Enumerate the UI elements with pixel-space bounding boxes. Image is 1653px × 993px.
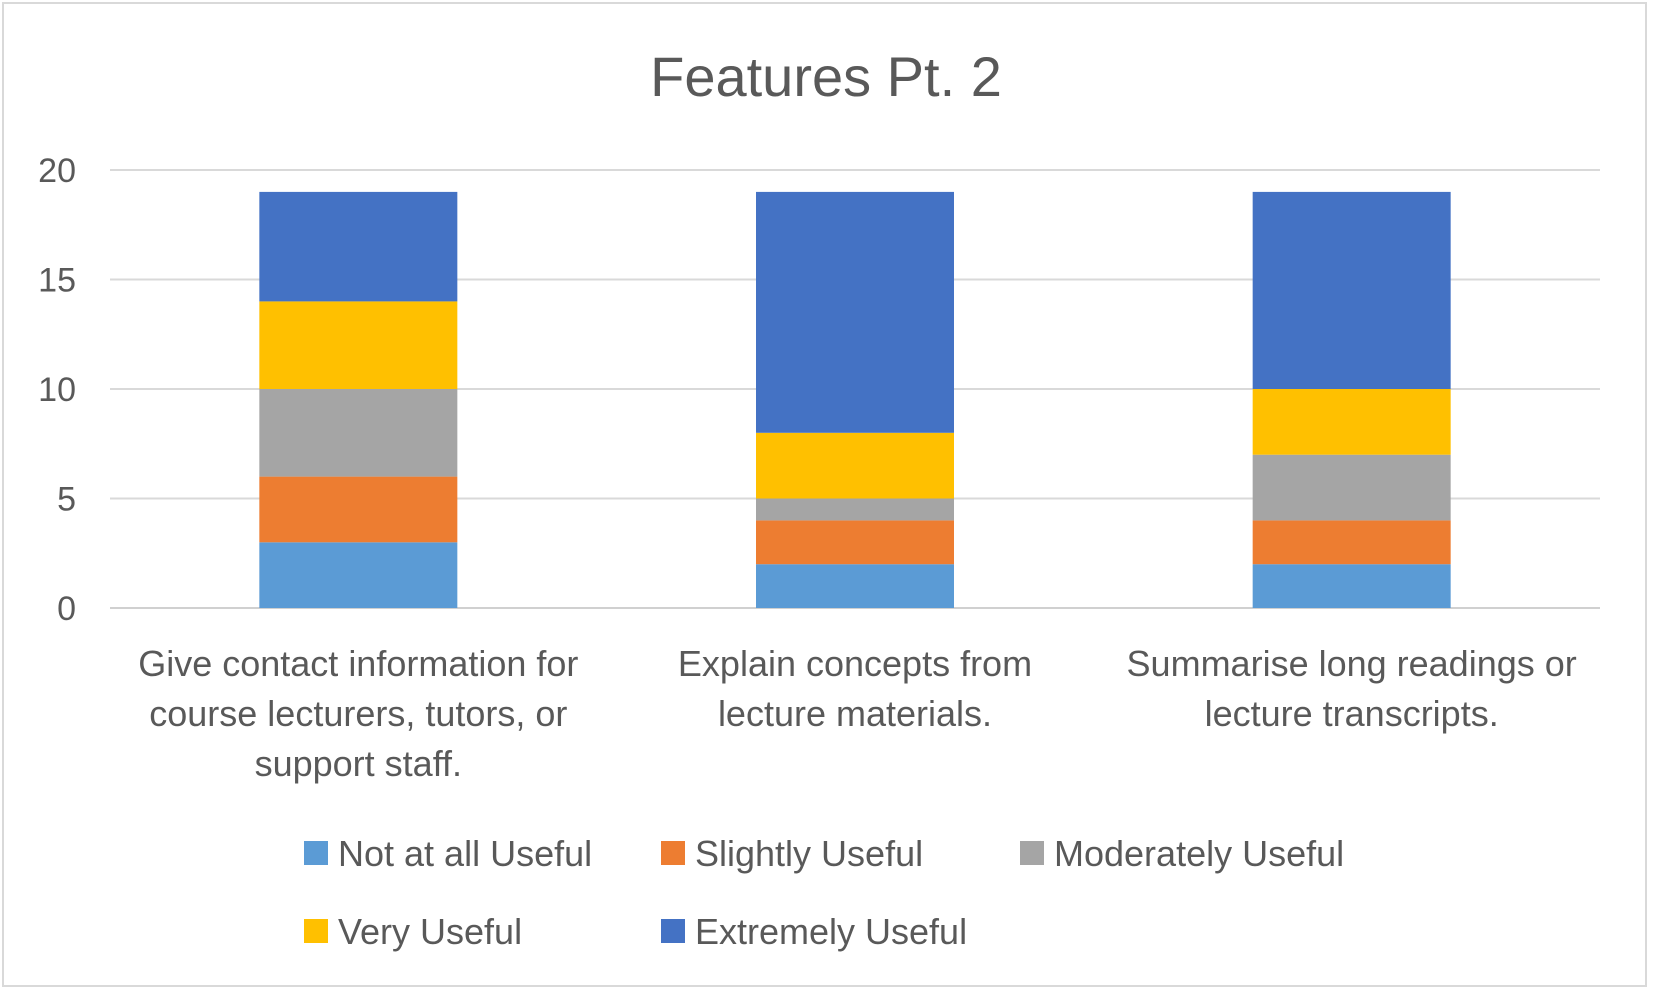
bar-segment bbox=[1252, 564, 1451, 608]
bar-segment bbox=[756, 432, 954, 499]
legend: Not at all Useful Slightly Useful Moderate… bbox=[304, 833, 1344, 952]
bars bbox=[259, 191, 1451, 608]
bar-segment bbox=[756, 520, 954, 565]
bar-segment bbox=[259, 389, 458, 477]
legend-swatch bbox=[1020, 841, 1044, 865]
bar-segment bbox=[259, 191, 458, 302]
y-axis-ticks: 0 5 10 15 20 bbox=[38, 152, 76, 628]
legend-label: Extremely Useful bbox=[695, 911, 967, 952]
bar-segment bbox=[1252, 520, 1451, 565]
x-category-label: Give contact information for course lectu… bbox=[138, 643, 578, 784]
bar-segment bbox=[259, 542, 458, 608]
y-tick-label: 0 bbox=[57, 590, 76, 628]
y-tick-label: 5 bbox=[57, 481, 76, 519]
bar-segment bbox=[756, 191, 954, 433]
legend-label: Slightly Useful bbox=[695, 833, 923, 874]
y-tick-label: 10 bbox=[38, 371, 76, 409]
bar-segment bbox=[259, 301, 458, 389]
x-category-label: Explain concepts from lecture materials. bbox=[678, 643, 1032, 734]
legend-label: Not at all Useful bbox=[338, 833, 592, 874]
legend-swatch bbox=[304, 841, 328, 865]
legend-swatch bbox=[304, 919, 328, 943]
bar-segment bbox=[259, 476, 458, 543]
chart-title: Features Pt. 2 bbox=[650, 45, 1002, 108]
y-tick-label: 15 bbox=[38, 262, 76, 300]
legend-label: Very Useful bbox=[338, 911, 522, 952]
bar-segment bbox=[756, 498, 954, 521]
x-axis-labels: Give contact information for course lectu… bbox=[138, 643, 1577, 784]
x-category-label: Summarise long readings or lecture transc… bbox=[1127, 643, 1577, 734]
legend-label: Moderately Useful bbox=[1054, 833, 1344, 874]
bar-segment bbox=[1252, 454, 1451, 521]
legend-swatch bbox=[661, 841, 685, 865]
legend-swatch bbox=[661, 919, 685, 943]
bar-segment bbox=[1252, 389, 1451, 455]
bar-segment bbox=[756, 564, 954, 608]
y-tick-label: 20 bbox=[38, 152, 76, 190]
bar-segment bbox=[1252, 191, 1451, 389]
